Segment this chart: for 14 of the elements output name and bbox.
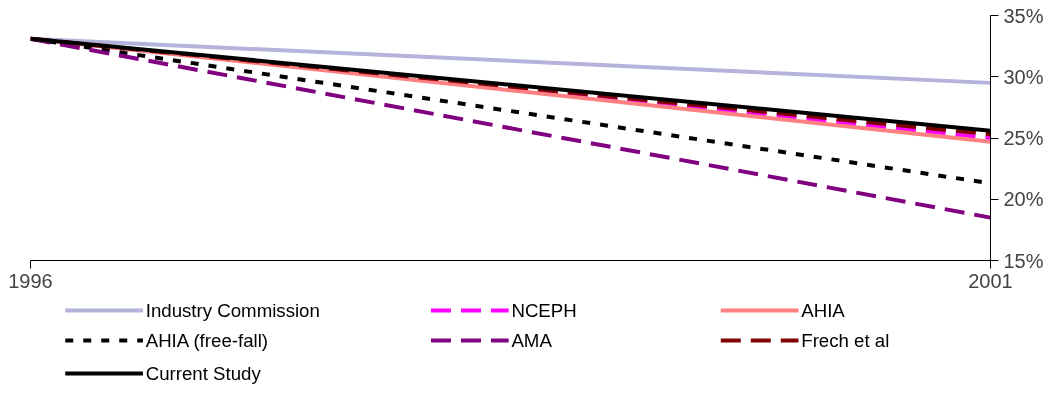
x-tick-label: 1996 [8, 269, 53, 292]
y-tick-label: 15% [1003, 249, 1044, 272]
legend-label: AHIA (free-fall) [145, 330, 269, 351]
y-tick-label: 20% [1003, 188, 1044, 211]
x-tick-label: 2001 [968, 269, 1013, 292]
y-tick-label: 30% [1003, 65, 1044, 88]
y-tick-label: 25% [1003, 127, 1044, 149]
legend-label: Industry Commission [145, 300, 320, 321]
y-tick-label: 35% [1003, 4, 1044, 27]
legend-label: NCEPH [511, 300, 577, 321]
legend-label: AHIA [801, 300, 846, 321]
legend-label: AMA [511, 330, 553, 351]
legend-label: Current Study [145, 363, 262, 384]
legend-label: Frech et al [801, 330, 890, 351]
